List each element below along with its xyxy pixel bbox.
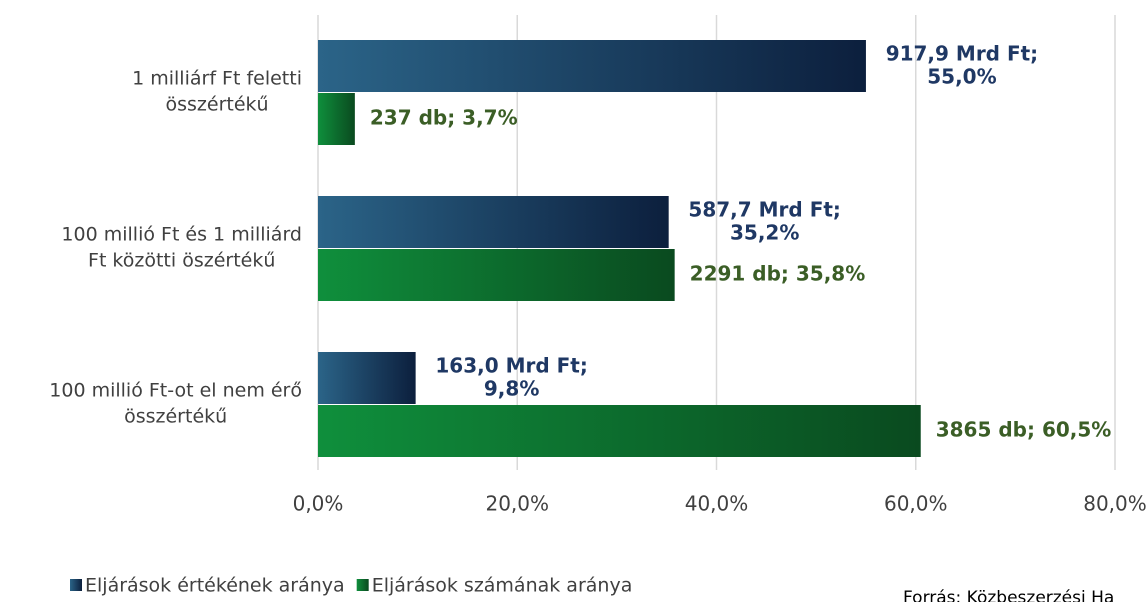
value-label: 3865 db; 60,5% — [936, 418, 1112, 442]
category-label: 1 milliárf Ft feletti — [132, 68, 302, 90]
value-label: 237 db; 3,7% — [370, 106, 518, 130]
bar — [318, 405, 921, 457]
legend-label: Eljárások számának aránya — [372, 575, 633, 597]
legend-label: Eljárások értékének aránya — [85, 575, 345, 597]
value-label: 35,2% — [730, 221, 799, 245]
x-tick-label: 40,0% — [685, 492, 749, 516]
value-label: 917,9 Mrd Ft; — [886, 42, 1039, 66]
category-label: 100 millió Ft-ot el nem érő — [49, 380, 302, 402]
bar — [318, 93, 355, 145]
value-label: 163,0 Mrd Ft; — [435, 354, 588, 378]
value-label: 2291 db; 35,8% — [690, 262, 866, 286]
category-label: Ft közötti öszértékű — [88, 250, 275, 272]
value-label: 587,7 Mrd Ft; — [688, 198, 841, 222]
bar — [318, 196, 669, 248]
x-tick-label: 80,0% — [1083, 492, 1147, 516]
x-tick-label: 60,0% — [884, 492, 948, 516]
bar — [318, 352, 416, 404]
category-label: 100 millió Ft és 1 milliárd — [61, 224, 302, 246]
legend-swatch — [70, 579, 82, 591]
bar — [318, 249, 675, 301]
source: Forrás: Közbeszerzési Ha — [903, 588, 1114, 602]
value-label: 9,8% — [484, 377, 539, 401]
x-tick-label: 20,0% — [485, 492, 549, 516]
value-label: 55,0% — [927, 65, 996, 89]
category-label: összértékű — [166, 94, 269, 116]
legend-swatch — [356, 579, 369, 591]
x-tick-label: 0,0% — [293, 492, 344, 516]
bar — [318, 40, 866, 92]
category-label: összértékű — [124, 406, 227, 428]
